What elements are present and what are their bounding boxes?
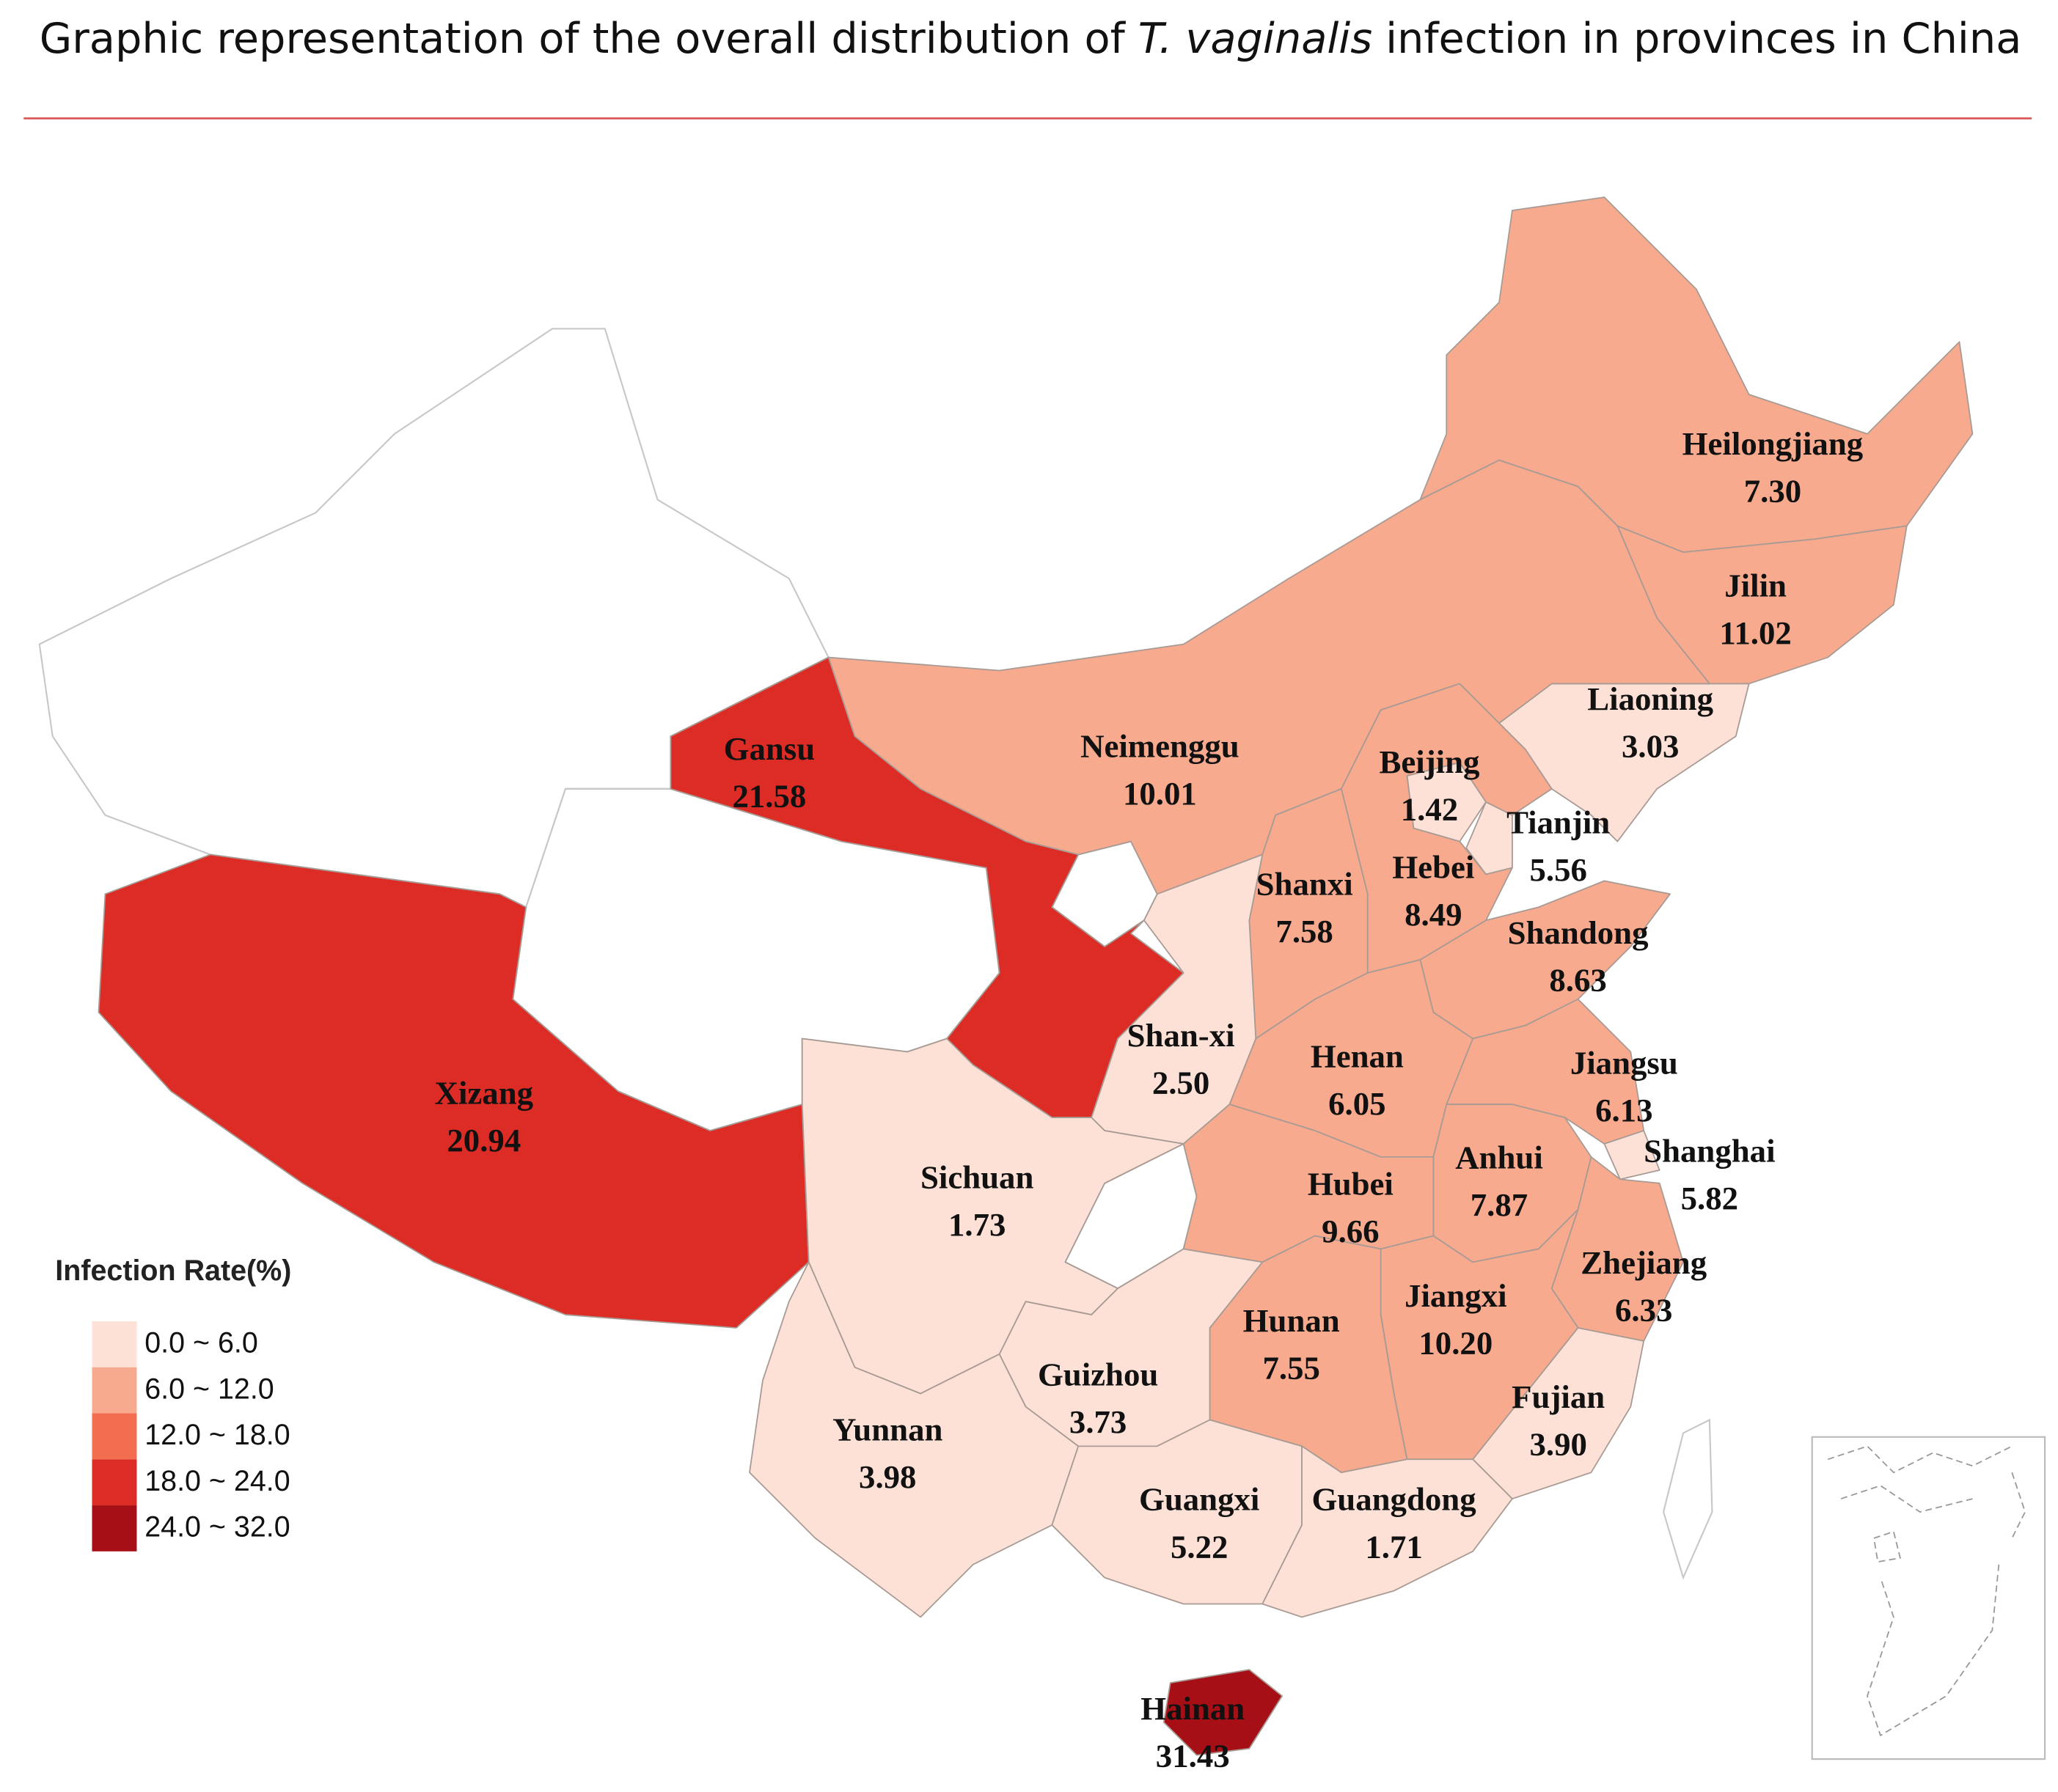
province-name: Shan-xi — [1127, 1017, 1235, 1054]
province-value: 2.50 — [1152, 1064, 1209, 1101]
province-value: 6.05 — [1328, 1085, 1385, 1122]
province-name: Zhejiang — [1581, 1244, 1707, 1281]
province-value: 5.56 — [1529, 851, 1586, 888]
title-species: T. vaginalis — [1138, 14, 1372, 63]
title-text: infection in provinces in China — [1385, 14, 2021, 63]
legend-label: 6.0 ~ 12.0 — [144, 1373, 274, 1405]
province-value: 6.33 — [1615, 1292, 1672, 1329]
province-value: 3.73 — [1069, 1403, 1127, 1440]
province-value: 8.63 — [1549, 962, 1606, 999]
province-name: Xizang — [435, 1075, 533, 1112]
page-title: Graphic representation of the overall di… — [40, 14, 2022, 63]
province-name: Anhui — [1455, 1139, 1543, 1176]
province-name: Guizhou — [1038, 1356, 1158, 1392]
province-value: 3.98 — [859, 1458, 916, 1495]
province-name: Shanxi — [1256, 866, 1353, 903]
province-value: 1.71 — [1365, 1528, 1422, 1565]
province-value: 7.30 — [1744, 473, 1801, 510]
province-value: 5.22 — [1171, 1528, 1228, 1565]
province-value: 5.82 — [1681, 1180, 1738, 1216]
province-value: 6.13 — [1595, 1092, 1652, 1128]
province-name: Guangxi — [1139, 1481, 1259, 1518]
province-value: 8.49 — [1405, 896, 1462, 933]
province-name: Tianjin — [1506, 804, 1610, 840]
province-value: 9.66 — [1322, 1213, 1379, 1249]
province-value: 3.90 — [1529, 1425, 1586, 1462]
province — [1603, 1130, 1660, 1180]
province-name: Jiangsu — [1570, 1044, 1678, 1081]
province-value: 21.58 — [732, 777, 806, 814]
legend-label: 0.0 ~ 6.0 — [144, 1327, 258, 1359]
inset-outline — [1827, 1445, 2026, 1737]
province-value: 7.58 — [1275, 913, 1333, 950]
province-value: 1.42 — [1401, 790, 1458, 827]
province-name: Gansu — [724, 730, 816, 767]
province — [749, 1261, 1080, 1618]
province-name: Shanghai — [1644, 1133, 1775, 1169]
province-value: 11.02 — [1719, 614, 1791, 651]
province-name: Shandong — [1508, 914, 1649, 951]
province-name: Fujian — [1512, 1378, 1605, 1415]
region-no-data — [1662, 1418, 1713, 1580]
province-name: Beijing — [1379, 743, 1479, 780]
legend-label: 12.0 ~ 18.0 — [144, 1419, 290, 1451]
province-value: 20.94 — [447, 1122, 521, 1158]
province-name: Jiangxi — [1405, 1277, 1506, 1314]
province-name: Neimenggu — [1080, 727, 1239, 764]
province — [1162, 1669, 1283, 1756]
province-value: 1.73 — [948, 1206, 1006, 1243]
legend-label: 18.0 ~ 24.0 — [144, 1465, 290, 1497]
legend-swatch — [92, 1459, 137, 1506]
province-layer — [98, 197, 1974, 1756]
inset-frame — [1811, 1436, 2046, 1760]
province-name: Sichuan — [920, 1158, 1034, 1195]
province-value: 7.55 — [1262, 1349, 1319, 1386]
province-name: Jilin — [1724, 568, 1787, 604]
province — [1261, 1445, 1513, 1618]
province-value: 3.03 — [1622, 727, 1679, 764]
legend-swatch — [92, 1321, 137, 1367]
legend-label: 24.0 ~ 32.0 — [144, 1511, 290, 1543]
legend-swatch — [92, 1413, 137, 1460]
legend-swatch — [92, 1505, 137, 1552]
province-name: Henan — [1311, 1038, 1404, 1075]
province-name: Heilongjiang — [1682, 425, 1864, 462]
province-value: 7.87 — [1471, 1186, 1528, 1223]
province-name: Guangdong — [1311, 1481, 1476, 1518]
province-value: 10.20 — [1418, 1324, 1493, 1361]
province-value: 10.01 — [1123, 775, 1197, 812]
province-value: 31.43 — [1156, 1737, 1230, 1774]
province-name: Hebei — [1392, 848, 1474, 885]
province-name: Hubei — [1308, 1165, 1394, 1202]
legend: Infection Rate(%) 0.0 ~ 6.0 6.0 ~ 12.0 12.… — [55, 1255, 291, 1552]
legend-title: Infection Rate(%) — [55, 1255, 291, 1287]
title-text: Graphic representation of the overall di… — [40, 14, 1127, 63]
province-name: Liaoning — [1587, 680, 1713, 717]
province-name: Hunan — [1243, 1302, 1340, 1339]
province-name: Yunnan — [832, 1411, 942, 1448]
province-name: Hainan — [1140, 1690, 1245, 1727]
legend-swatch — [92, 1367, 137, 1414]
